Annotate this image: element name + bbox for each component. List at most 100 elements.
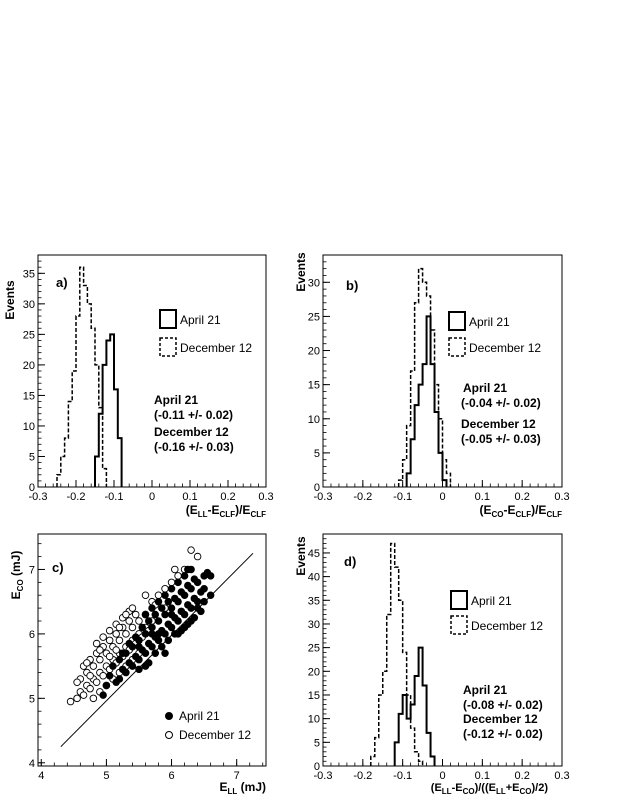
legend-swatch-dashed (450, 615, 468, 635)
point-april-21 (131, 633, 140, 641)
point-december-12 (96, 655, 104, 664)
annotation-value: (-0.11 +/- 0.02) (154, 408, 233, 422)
x-tick-label: 7 (234, 770, 240, 782)
point-april-21 (161, 649, 169, 657)
point-december-12 (66, 697, 75, 706)
point-april-21 (151, 649, 160, 657)
point-december-12 (128, 623, 137, 632)
point-april-21 (158, 643, 166, 651)
point-april-21 (125, 639, 133, 648)
point-april-21 (135, 665, 143, 674)
point-december-12 (187, 546, 195, 554)
point-april-21 (161, 591, 169, 599)
point-april-21 (180, 572, 189, 580)
panel-b-legend: April 21 December 12 (448, 311, 541, 357)
annotation-value: (-0.05 +/- 0.03) (461, 432, 541, 446)
point-april-21 (174, 630, 182, 638)
point-december-12 (154, 591, 163, 599)
point-december-12 (83, 659, 91, 667)
point-april-21 (148, 630, 156, 638)
panel-b-xlabel: (ECO-ECLF)/ECLF (480, 503, 563, 519)
legend-entry: December 12 (180, 341, 252, 355)
point-april-21 (154, 630, 163, 638)
panel-d-histograms (370, 542, 436, 766)
y-tick-label: 10 (308, 714, 320, 726)
y-tick-label: 15 (23, 390, 35, 402)
point-december-12 (161, 585, 169, 593)
point-april-21 (161, 630, 169, 638)
panel-b-ylabel: Events (294, 252, 308, 292)
panel-c-legend: April 21 December 12 (165, 709, 251, 742)
point-december-12 (86, 684, 94, 693)
point-april-21 (206, 572, 215, 580)
legend-entry: December 12 (471, 619, 543, 633)
x-tick-label: 0.1 (182, 491, 197, 503)
point-april-21 (164, 597, 173, 606)
point-april-21 (141, 649, 150, 657)
point-april-21 (141, 630, 150, 638)
point-april-21 (148, 643, 156, 651)
x-tick-label: -0.1 (393, 770, 412, 782)
point-april-21 (184, 565, 192, 574)
panel-d-ylabel: Events (294, 536, 308, 576)
histogram-april-21 (94, 333, 123, 487)
point-december-12 (99, 672, 107, 680)
point-april-21 (177, 588, 186, 596)
legend-entry: December 12 (469, 341, 541, 355)
point-december-12 (73, 678, 81, 686)
annotation-value: (-0.16 +/- 0.03) (154, 440, 234, 454)
point-december-12 (105, 652, 114, 661)
point-april-21 (190, 575, 199, 583)
panel-b-histograms (397, 267, 452, 487)
y-tick-label: 25 (308, 643, 320, 655)
point-april-21 (105, 672, 114, 680)
x-tick-label: 0.3 (554, 491, 569, 503)
legend-entry: April 21 (179, 709, 220, 723)
panel-a-histograms (56, 266, 123, 487)
legend-swatch-solid (448, 311, 466, 331)
x-tick-label: 0.3 (258, 491, 273, 503)
legend-entry: April 21 (471, 594, 512, 608)
panel-c-ticks: 4 5 6 7 4 5 6 7 (29, 543, 264, 782)
panel-c-frame (37, 533, 267, 767)
point-april-21 (167, 610, 176, 619)
panel-c-xlabel: ELL (mJ) (220, 780, 266, 796)
y-tick-label: 20 (308, 666, 320, 678)
legend-swatch-dashed (159, 337, 177, 357)
x-tick-label: 0.1 (475, 770, 490, 782)
point-december-12 (174, 572, 182, 580)
point-december-12 (89, 694, 98, 703)
x-tick-label: -0.1 (393, 491, 412, 503)
point-december-12 (122, 630, 130, 638)
panel-b-ticks: -0.3 -0.2 -0.1 0 0.1 0.2 0.3 0 5 10 15 20 25 30 (308, 254, 570, 503)
y-tick-label: 35 (308, 595, 320, 607)
point-april-21 (200, 597, 208, 606)
point-april-21 (135, 643, 143, 651)
y-tick-label: 15 (308, 690, 320, 702)
panel-d-annotations: April 21 (-0.08 +/- 0.02) December 12 (-… (463, 683, 543, 741)
x-tick-label: 0 (149, 491, 155, 503)
annotation-value: (-0.04 +/- 0.02) (461, 396, 541, 410)
panel-a-ticks: -0.3 -0.2 -0.1 0 0.1 0.2 0.3 0 5 10 15 20 25 30 35 (23, 254, 274, 503)
point-april-21 (180, 623, 189, 632)
y-tick-label: 15 (308, 380, 320, 392)
point-april-21 (151, 610, 160, 619)
x-tick-label: -0.2 (353, 770, 372, 782)
panel-b-annotations: April 21 (-0.04 +/- 0.02) December 12 (-… (461, 381, 541, 446)
point-december-12 (92, 678, 101, 686)
x-tick-label: 0.3 (554, 770, 569, 782)
point-december-12 (125, 617, 133, 625)
point-december-12 (171, 565, 179, 574)
histogram-december-12 (370, 542, 424, 766)
point-december-12 (128, 604, 137, 612)
point-december-12 (96, 646, 104, 654)
point-april-21 (118, 649, 127, 657)
panel-b-label: b) (346, 278, 358, 293)
y-tick-label: 5 (314, 737, 320, 749)
y-tick-label: 0 (29, 482, 35, 494)
panel-c-plot (60, 546, 254, 748)
x-tick-label: -0.1 (105, 491, 124, 503)
point-april-21 (138, 623, 146, 632)
